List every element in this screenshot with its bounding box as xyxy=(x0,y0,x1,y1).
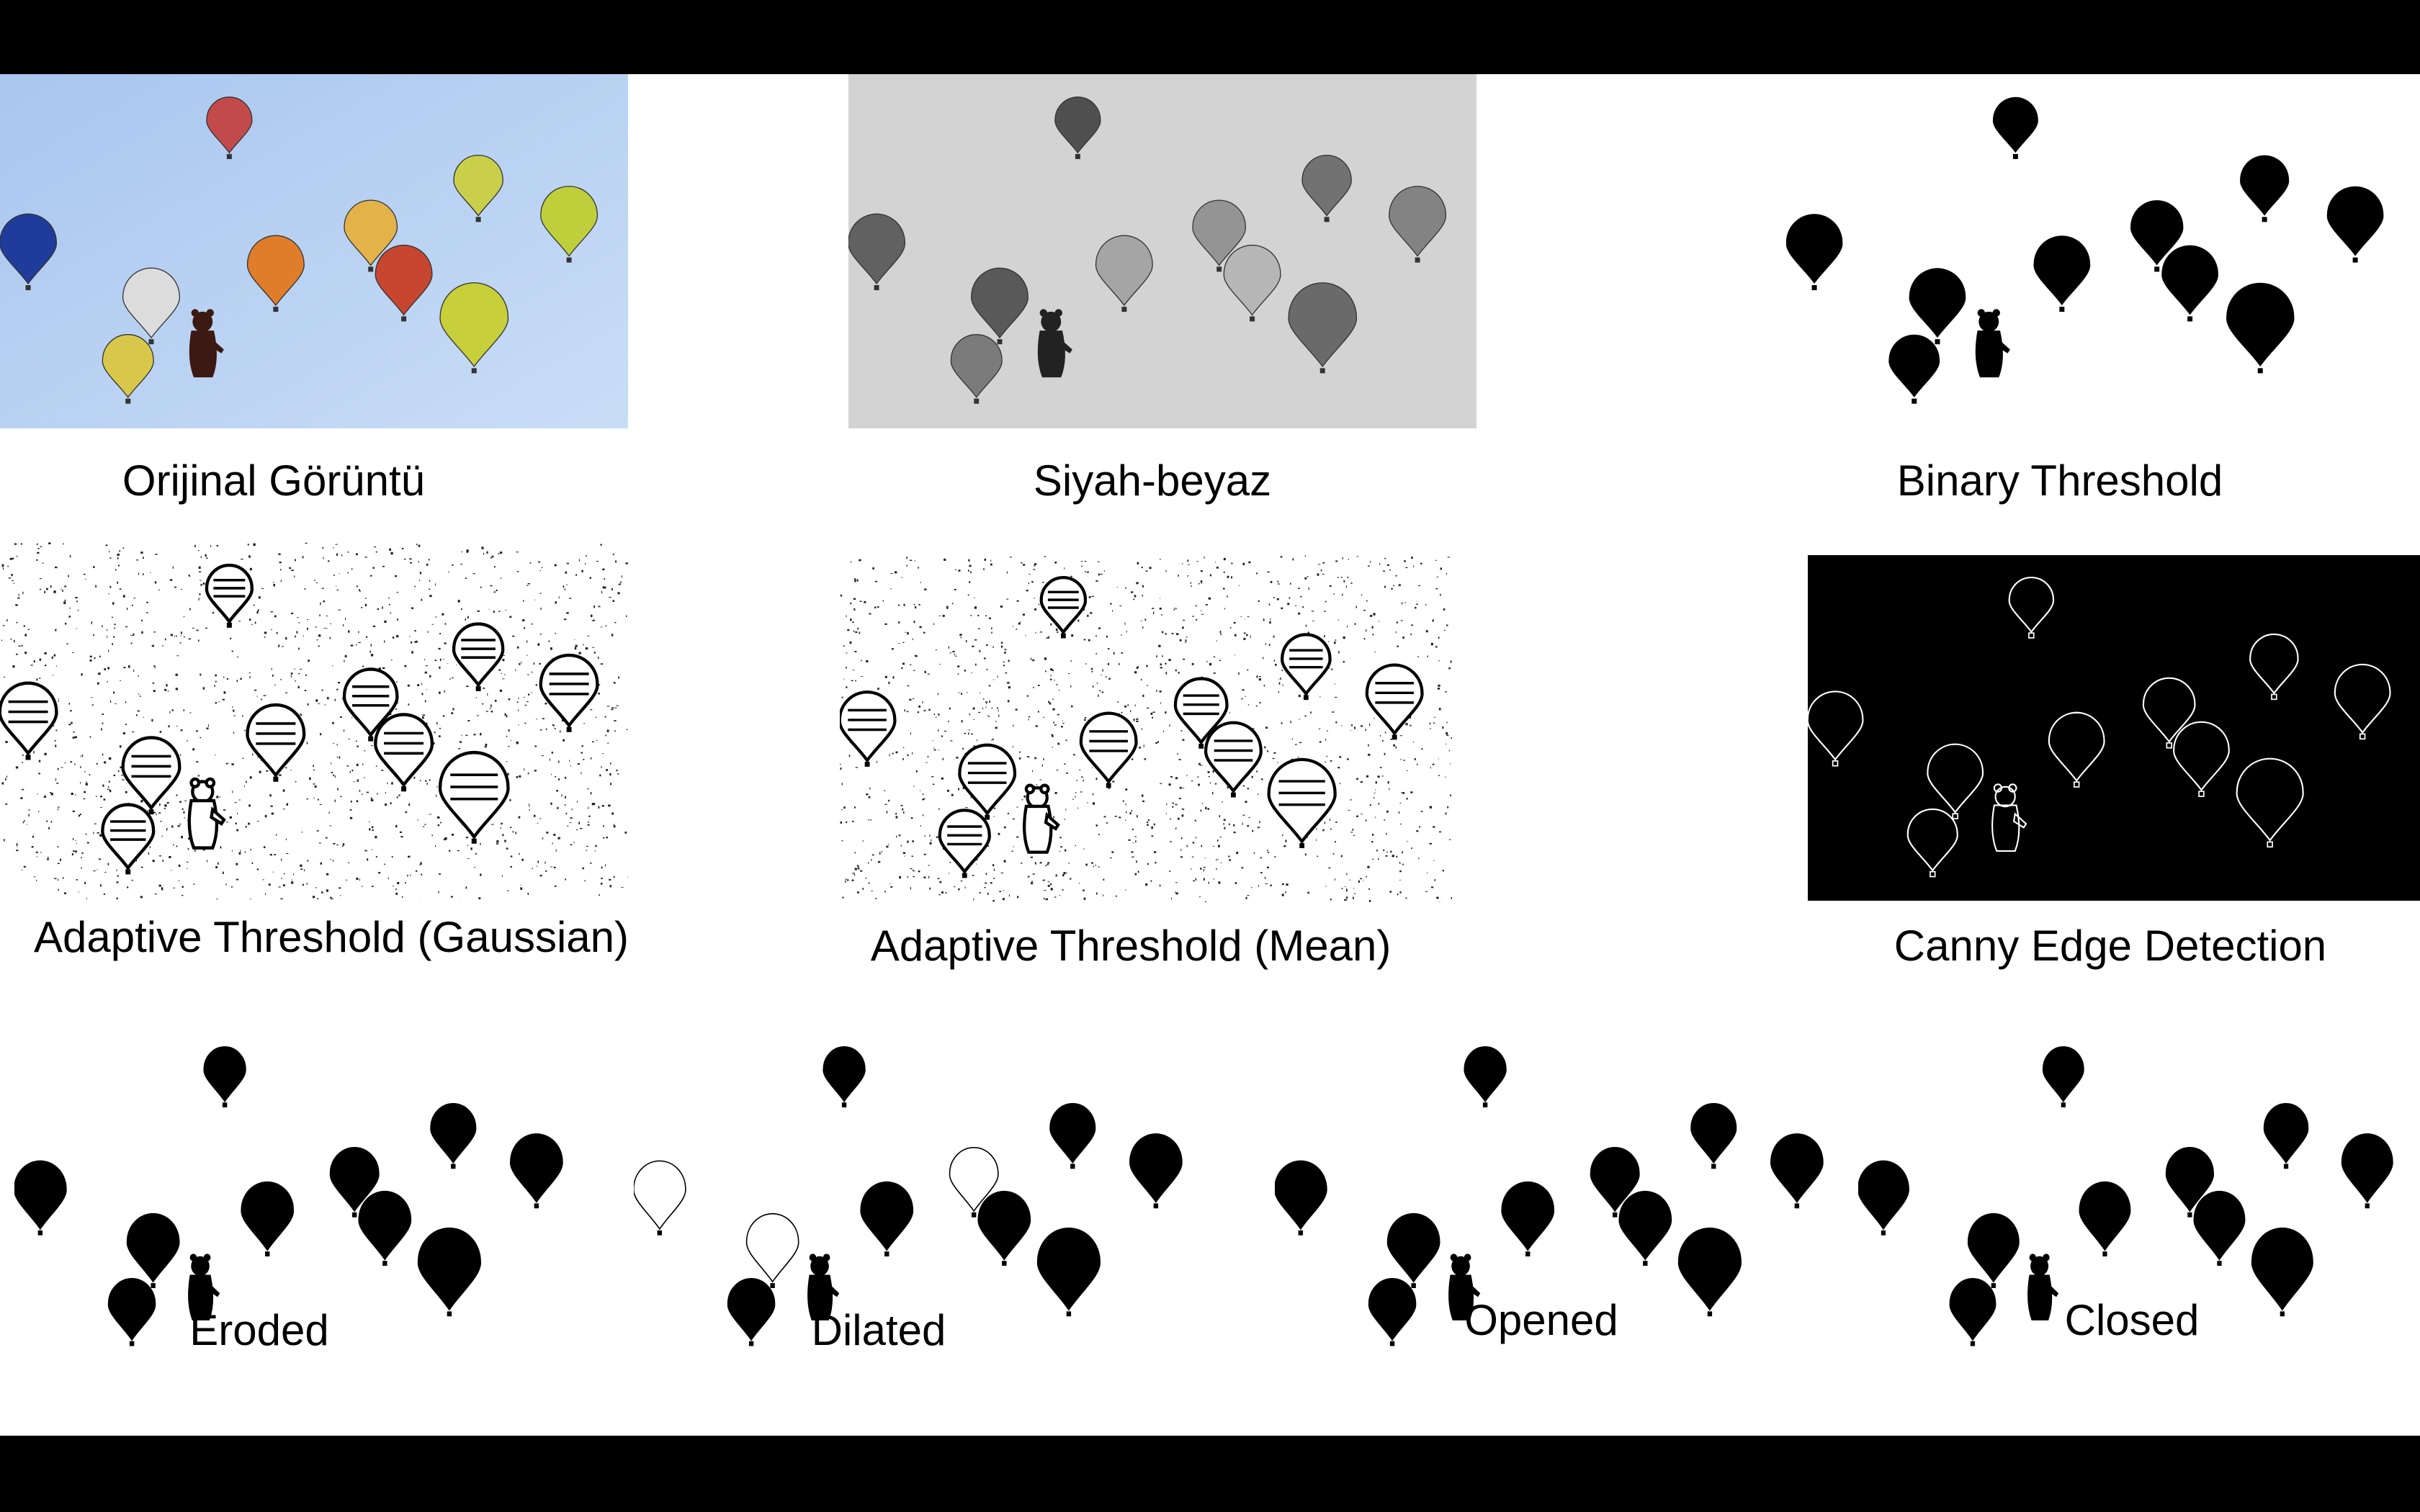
bear-balloon xyxy=(2027,1254,2059,1320)
balloons xyxy=(848,96,1447,404)
panel-canvas xyxy=(1808,555,2420,901)
caption-grayscale: Siyah-beyaz xyxy=(1033,456,1272,505)
bear-balloon xyxy=(188,1254,220,1320)
balloons xyxy=(840,576,1424,878)
panel-canvas xyxy=(1858,1025,2420,1370)
panel-canvas xyxy=(848,74,1476,428)
panel-canvas xyxy=(840,555,1452,902)
balloons xyxy=(1275,1046,1824,1346)
panel-canvas xyxy=(1275,1025,1851,1370)
adaptive-mean-image xyxy=(840,555,1452,902)
adaptive-gaussian-image xyxy=(0,542,628,899)
bear-balloon xyxy=(807,1254,840,1320)
caption-closed: Closed xyxy=(2064,1296,2200,1344)
bear-balloon xyxy=(187,777,226,850)
caption-adaptive-gaussian: Adaptive Threshold (Gaussian) xyxy=(34,913,629,961)
caption-opened: Opened xyxy=(1464,1296,1618,1344)
panel-canvas xyxy=(0,542,628,899)
balloons xyxy=(0,96,599,404)
panel-canvas xyxy=(14,1025,591,1370)
balloons xyxy=(14,1046,563,1346)
original-image xyxy=(0,74,628,428)
bear-balloon xyxy=(189,309,224,378)
caption-canny-edge: Canny Edge Detection xyxy=(1894,922,2327,970)
panel-canvas xyxy=(1786,74,2414,428)
noise-specks xyxy=(0,542,628,899)
caption-eroded: Eroded xyxy=(189,1306,329,1354)
eroded-image xyxy=(14,1025,591,1370)
balloons xyxy=(634,1046,1183,1346)
canny-edge-image xyxy=(1808,555,2420,901)
bear-balloon xyxy=(1023,783,1060,854)
balloons xyxy=(1858,1046,2393,1346)
dilated-image xyxy=(634,1025,1210,1370)
binary-threshold-image xyxy=(1786,74,2414,428)
bear-balloon xyxy=(1448,1254,1481,1320)
opened-image xyxy=(1275,1025,1851,1370)
bear-balloon xyxy=(1991,783,2027,852)
balloons xyxy=(1786,96,2384,404)
bear-balloon xyxy=(1037,309,1072,378)
caption-dilated: Dilated xyxy=(811,1306,946,1354)
caption-original: Orijinal Görüntü xyxy=(122,456,426,505)
grayscale-image xyxy=(848,74,1476,428)
closed-image xyxy=(1858,1025,2420,1370)
bear-balloon xyxy=(1975,309,2010,378)
panel-canvas xyxy=(0,74,628,428)
balloons xyxy=(1808,577,2391,878)
caption-adaptive-mean: Adaptive Threshold (Mean) xyxy=(870,922,1392,970)
balloons xyxy=(0,563,599,875)
caption-binary-threshold: Binary Threshold xyxy=(1896,456,2223,505)
panel-canvas xyxy=(634,1025,1210,1370)
figure-sheet: Orijinal Görüntü Siyah-beyaz Binary Thre… xyxy=(0,74,2420,1436)
